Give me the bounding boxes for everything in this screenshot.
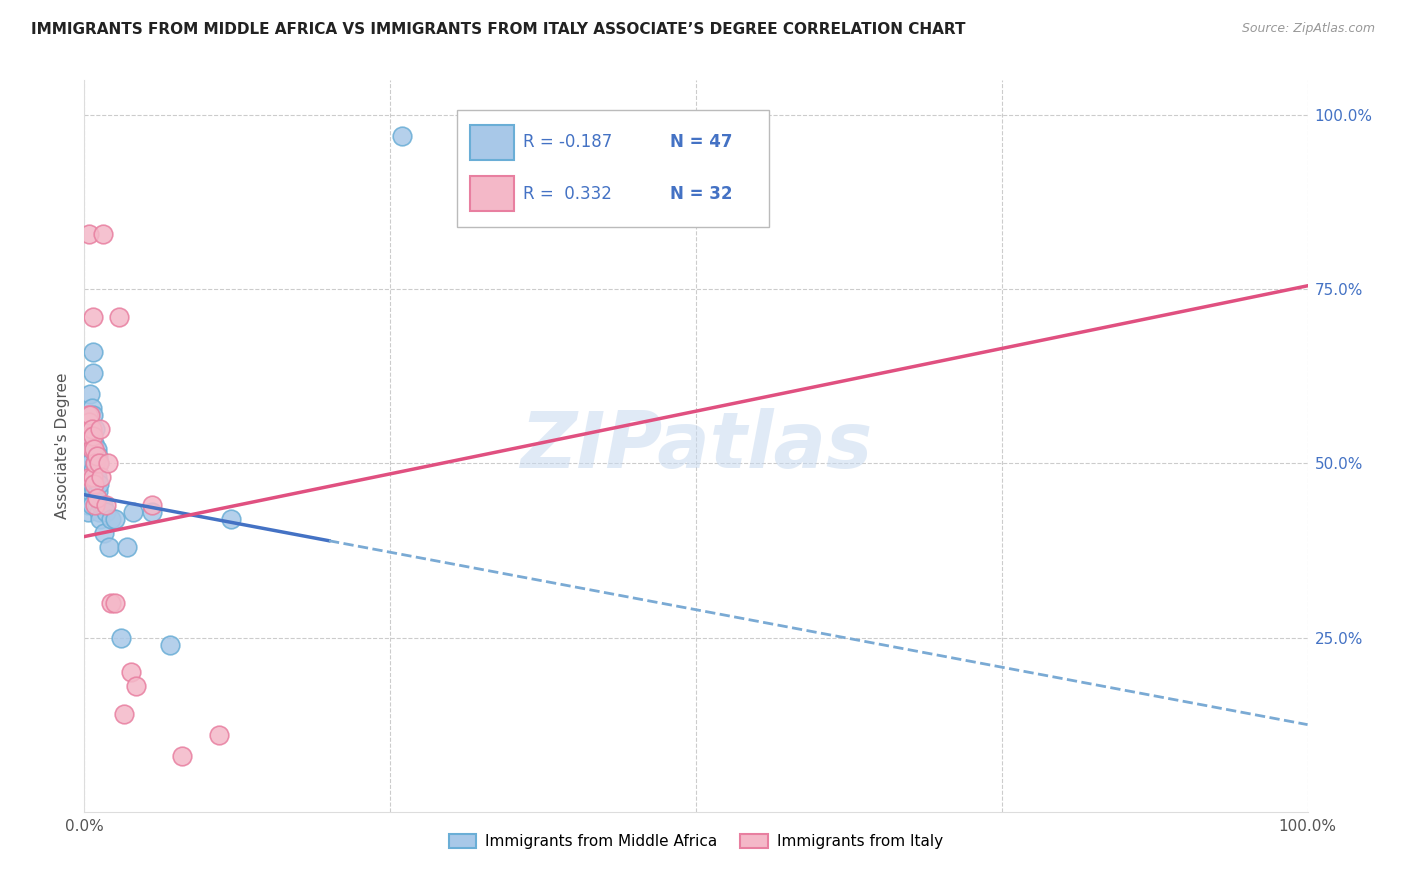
Point — [86, 470, 108, 484]
Point — [83, 477, 105, 491]
Legend: Immigrants from Middle Africa, Immigrants from Italy: Immigrants from Middle Africa, Immigrant… — [443, 828, 949, 855]
Point — [80, 498, 103, 512]
Point — [84, 457, 107, 471]
Point — [107, 310, 129, 325]
Point — [87, 457, 110, 471]
Point — [80, 442, 103, 457]
Point — [122, 505, 145, 519]
Point — [79, 457, 101, 471]
Point — [115, 540, 138, 554]
Point — [82, 408, 104, 422]
Point — [96, 498, 118, 512]
Point — [93, 526, 115, 541]
Point — [172, 749, 194, 764]
Point — [84, 457, 107, 471]
Point — [89, 421, 111, 435]
Point — [112, 707, 135, 722]
Point — [208, 728, 231, 742]
Point — [87, 457, 110, 471]
Point — [104, 596, 127, 610]
Point — [77, 477, 100, 491]
Point — [77, 415, 100, 429]
Point — [141, 498, 163, 512]
Point — [77, 477, 100, 491]
Point — [83, 442, 105, 457]
Point — [86, 498, 108, 512]
Point — [110, 631, 132, 645]
Point — [80, 477, 103, 491]
Point — [82, 366, 104, 380]
Y-axis label: Associate's Degree: Associate's Degree — [55, 373, 70, 519]
Text: Source: ZipAtlas.com: Source: ZipAtlas.com — [1241, 22, 1375, 36]
Point — [77, 505, 100, 519]
Point — [80, 401, 103, 415]
Point — [104, 512, 127, 526]
Point — [84, 470, 107, 484]
Point — [79, 408, 101, 422]
Point — [86, 450, 108, 464]
Point — [100, 596, 122, 610]
Text: IMMIGRANTS FROM MIDDLE AFRICA VS IMMIGRANTS FROM ITALY ASSOCIATE’S DEGREE CORREL: IMMIGRANTS FROM MIDDLE AFRICA VS IMMIGRA… — [31, 22, 966, 37]
Point — [77, 408, 100, 422]
Point — [91, 227, 114, 241]
Point — [87, 450, 110, 464]
Point — [141, 505, 163, 519]
Point — [219, 512, 242, 526]
Point — [79, 386, 101, 401]
Point — [79, 428, 101, 442]
Point — [82, 345, 104, 359]
Point — [83, 435, 105, 450]
Point — [79, 484, 101, 499]
Point — [84, 421, 107, 435]
Point — [120, 665, 142, 680]
Point — [91, 498, 114, 512]
Point — [96, 505, 118, 519]
Point — [97, 540, 120, 554]
Point — [77, 227, 100, 241]
Point — [77, 498, 100, 512]
Point — [77, 421, 100, 435]
Point — [79, 421, 101, 435]
Point — [79, 470, 101, 484]
Text: ZIPatlas: ZIPatlas — [520, 408, 872, 484]
Point — [87, 477, 110, 491]
Point — [86, 491, 108, 506]
Point — [80, 442, 103, 457]
Point — [83, 484, 105, 499]
Point — [97, 457, 120, 471]
Point — [159, 638, 181, 652]
Point — [82, 470, 104, 484]
Point — [87, 505, 110, 519]
Point — [125, 679, 148, 693]
Point — [87, 484, 110, 499]
Point — [80, 421, 103, 435]
Point — [82, 310, 104, 325]
Point — [77, 457, 100, 471]
Point — [89, 512, 111, 526]
Point — [82, 428, 104, 442]
Point — [90, 498, 112, 512]
Point — [82, 463, 104, 477]
Point — [84, 498, 107, 512]
Point — [391, 128, 413, 143]
Point — [100, 512, 122, 526]
Point — [86, 442, 108, 457]
Point — [82, 435, 104, 450]
Point — [90, 470, 112, 484]
